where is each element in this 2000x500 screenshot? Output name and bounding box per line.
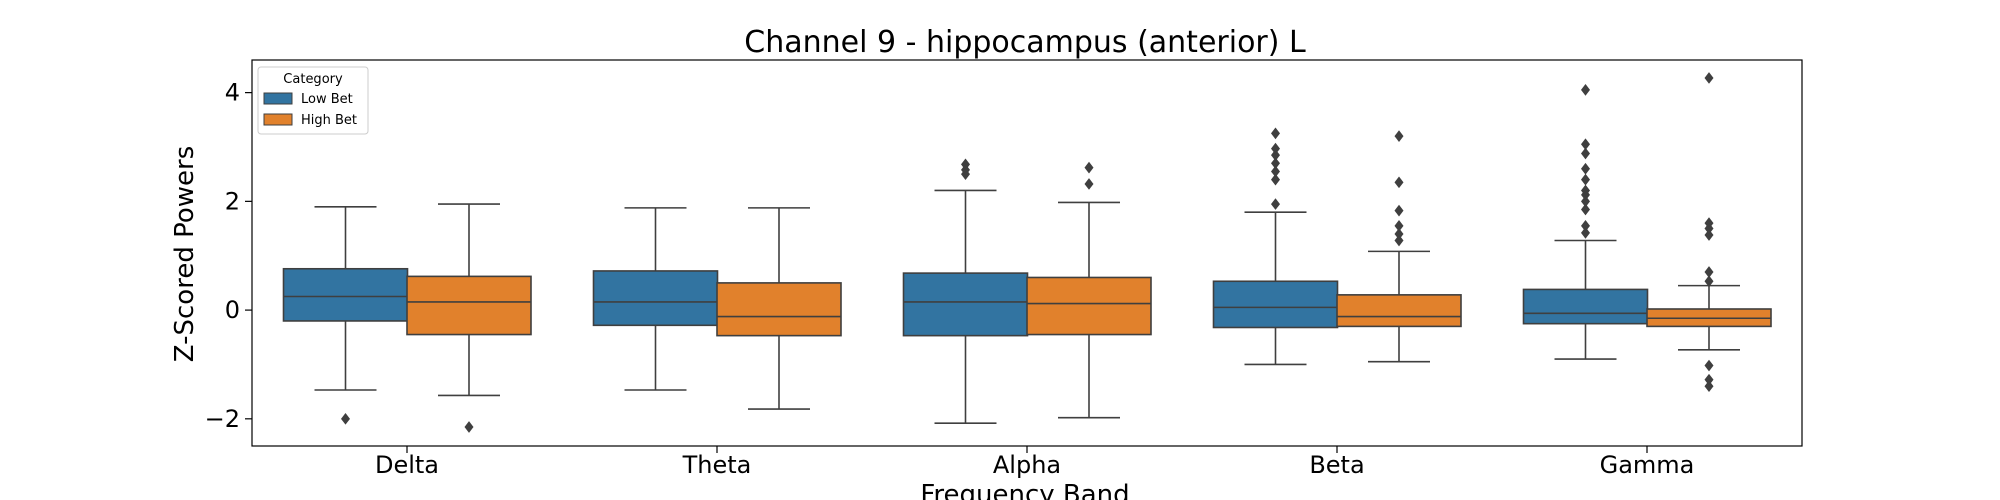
outlier-low-bet — [961, 158, 970, 171]
outlier-high-bet — [1394, 130, 1404, 142]
outlier-high-bet — [1704, 275, 1714, 288]
outlier-high-bet — [1704, 217, 1714, 229]
outlier-high-bet — [1394, 204, 1404, 217]
outlier-high-bet — [1704, 359, 1714, 372]
box-low-bet — [1212, 280, 1339, 329]
outlier-low-bet — [1271, 127, 1280, 140]
x-axis-label: Frequency Band — [920, 480, 1129, 500]
y-tick-label: 4 — [225, 79, 240, 107]
outlier-low-bet — [1581, 227, 1590, 239]
legend-title: Category — [283, 72, 343, 87]
outlier-low-bet — [1581, 203, 1590, 216]
box-high-bet — [716, 282, 842, 337]
outlier-high-bet — [464, 421, 474, 433]
outlier-low-bet — [341, 412, 350, 425]
outlier-high-bet — [1394, 219, 1404, 232]
outlier-low-bet — [1581, 162, 1590, 175]
outlier-high-bet — [1704, 266, 1714, 278]
legend-swatch-high-bet — [263, 113, 293, 126]
outlier-low-bet — [1581, 219, 1590, 232]
outlier-high-bet — [1704, 373, 1714, 386]
legend-label-low-bet: Low Bet — [301, 92, 353, 107]
y-tick-label: 2 — [225, 187, 240, 215]
outlier-high-bet — [1704, 380, 1714, 393]
outlier-high-bet — [1394, 228, 1404, 240]
x-tick-label-delta: Delta — [375, 451, 439, 479]
plot-area: −2 0 2 4 Delta Theta Alpha Beta Gamma — [205, 59, 1803, 479]
legend-swatch-low-bet — [263, 92, 293, 105]
outlier-high-bet — [1394, 176, 1404, 189]
box-low-bet — [1522, 288, 1649, 325]
y-axis-label: Z-Scored Powers — [170, 146, 200, 362]
outlier-high-bet — [1704, 72, 1714, 84]
outlier-low-bet — [1581, 173, 1590, 186]
chart-title: Channel 9 - hippocampus (anterior) L — [744, 25, 1306, 60]
plot-frame — [251, 59, 1803, 447]
box-low-bet — [902, 272, 1029, 337]
outlier-low-bet — [1271, 157, 1280, 170]
outlier-low-bet — [1271, 149, 1280, 161]
x-tick-label-gamma: Gamma — [1600, 451, 1695, 479]
box-high-bet — [406, 275, 532, 336]
box-high-bet — [1026, 276, 1152, 336]
outlier-high-bet — [1084, 161, 1094, 174]
outlier-low-bet — [1271, 173, 1280, 186]
outlier-high-bet — [1084, 178, 1094, 190]
y-tick-label: −2 — [205, 405, 240, 433]
x-tick-label-alpha: Alpha — [993, 451, 1061, 479]
outlier-low-bet — [1581, 147, 1590, 160]
y-tick-label: 0 — [225, 296, 240, 324]
outlier-high-bet — [1394, 234, 1404, 247]
box-high-bet — [1336, 294, 1462, 328]
outlier-low-bet — [1271, 142, 1280, 155]
legend-label-high-bet: High Bet — [301, 113, 357, 128]
outlier-low-bet — [1581, 84, 1590, 96]
outlier-high-bet — [1704, 229, 1714, 241]
outlier-low-bet — [1581, 138, 1590, 151]
box-low-bet — [282, 267, 409, 322]
x-tick-label-theta: Theta — [682, 451, 752, 479]
outlier-low-bet — [1271, 198, 1280, 210]
x-tick-label-beta: Beta — [1309, 451, 1364, 479]
legend: Category Low Bet High Bet — [257, 66, 369, 135]
outlier-low-bet — [1271, 165, 1280, 178]
outlier-low-bet — [1581, 184, 1590, 197]
box-low-bet — [592, 270, 719, 327]
outlier-low-bet — [1581, 195, 1590, 208]
